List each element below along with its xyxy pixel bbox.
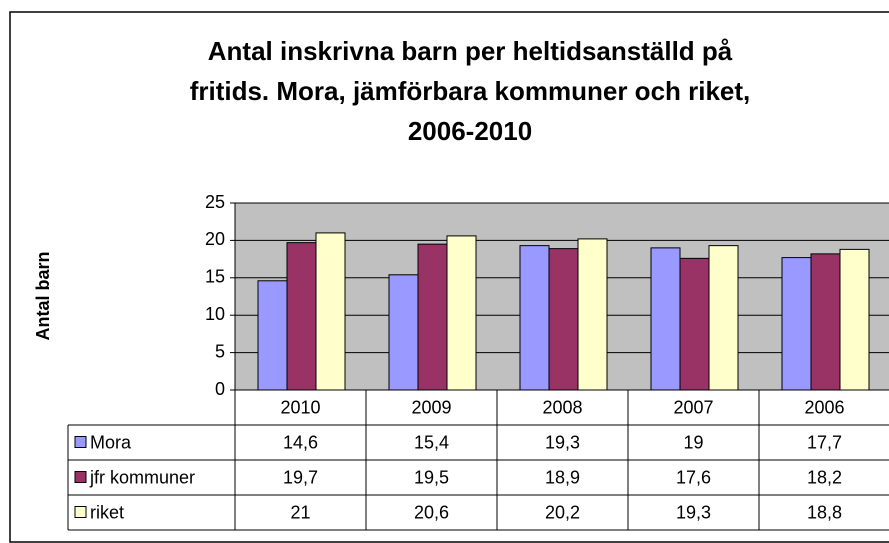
bar [839, 248, 870, 391]
table-value: 18,2 [807, 467, 842, 487]
bar [286, 242, 317, 391]
table-value: 17,6 [676, 467, 711, 487]
chart-title: Antal inskrivna barn per heltidsanställd… [208, 36, 733, 66]
x-tick-label: 2006 [804, 397, 844, 417]
bar [388, 274, 419, 391]
bar [417, 243, 448, 391]
bar [446, 235, 477, 391]
y-tick-label: 5 [215, 341, 225, 361]
table-value: 18,8 [807, 502, 842, 522]
y-tick-label: 25 [205, 192, 225, 212]
table-value: 21 [290, 502, 310, 522]
bar [577, 238, 608, 391]
y-tick-label: 0 [215, 379, 225, 399]
legend-label: Mora [90, 432, 132, 452]
bar [519, 245, 550, 391]
table-value: 17,7 [807, 432, 842, 452]
table-value: 19,5 [414, 467, 449, 487]
bar [257, 280, 288, 391]
table-value: 20,2 [545, 502, 580, 522]
bar [548, 248, 579, 391]
bar [315, 232, 346, 391]
chart-title: 2006-2010 [408, 116, 532, 146]
x-tick-label: 2007 [673, 397, 713, 417]
bar [650, 247, 681, 391]
y-tick-label: 10 [205, 304, 225, 324]
table-value: 19,7 [283, 467, 318, 487]
x-tick-label: 2008 [542, 397, 582, 417]
legend-label: riket [90, 502, 124, 522]
table-value: 14,6 [283, 432, 318, 452]
chart-title: fritids. Mora, jämförbara kommuner och r… [190, 76, 751, 106]
table-value: 19 [683, 432, 703, 452]
bar [679, 257, 710, 391]
bar [781, 257, 812, 391]
table-value: 18,9 [545, 467, 580, 487]
x-tick-label: 2010 [280, 397, 320, 417]
legend-label: jfr kommuner [89, 467, 195, 487]
legend-key [74, 506, 87, 518]
table-value: 15,4 [414, 432, 449, 452]
legend-key [74, 471, 87, 483]
table-value: 19,3 [676, 502, 711, 522]
table-value: 19,3 [545, 432, 580, 452]
bar [708, 245, 739, 391]
y-axis-label: Antal barn [33, 251, 53, 340]
y-tick-label: 15 [205, 267, 225, 287]
x-tick-label: 2009 [411, 397, 451, 417]
legend-key [74, 436, 87, 448]
bar [810, 253, 841, 391]
y-tick-label: 20 [205, 229, 225, 249]
table-value: 20,6 [414, 502, 449, 522]
